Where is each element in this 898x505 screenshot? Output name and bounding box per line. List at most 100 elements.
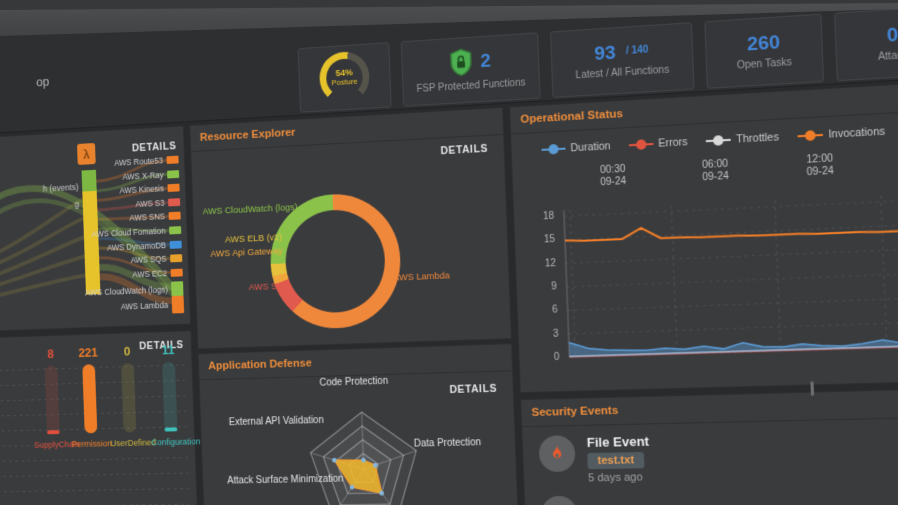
service-color-chip: [171, 295, 185, 314]
security-event-list: File Event test.txt 5 days ago: [522, 414, 898, 484]
bar-track: [44, 365, 60, 435]
resource-explorer-title: Resource Explorer: [199, 126, 296, 144]
legend-item-invocations[interactable]: Invocations: [797, 125, 885, 142]
panel-operational-status: Operational Status DETAILS DurationError…: [509, 73, 898, 394]
service-color-chip: [169, 226, 182, 235]
legend-dot: [635, 139, 647, 150]
donut-label: AWS Lambda: [392, 270, 450, 284]
y-tick-label: 15: [543, 234, 556, 246]
bar-group-permission[interactable]: 221 Permission: [68, 344, 111, 449]
operational-status-title: Operational Status: [520, 107, 624, 126]
legend-label: Duration: [570, 140, 611, 155]
aws-lambda-icon: λ: [76, 142, 96, 165]
service-label: AWS CloudWatch (logs): [84, 284, 168, 298]
kpi-card-posture[interactable]: 54% Posture: [297, 42, 392, 113]
kpi-card-fsp[interactable]: 2 FSP Protected Functions: [400, 32, 541, 107]
panel-security-events: Security Events DETAILS File Eventtest.t…: [520, 384, 898, 505]
service-list-item[interactable]: AWS EC2: [132, 267, 183, 279]
kpi-value: 260: [746, 31, 781, 56]
screen-bezel-edge: [0, 0, 898, 10]
panel-application-defense: Application Defense DETAILS Code Protect…: [197, 343, 523, 505]
application-defense-details-button[interactable]: DETAILS: [449, 382, 498, 397]
service-list-item[interactable]: AWS Lambda: [120, 295, 185, 316]
kpi-row: 54% Posture 2 FSP Protected Functions 93 / 14…: [297, 2, 898, 113]
event-text: File Event test.txt 5 days ago: [586, 434, 650, 485]
service-color-chip: [169, 240, 182, 249]
service-label: AWS SNS: [129, 211, 166, 224]
kpi-label: Latest / All Functions: [575, 64, 670, 81]
legend-dot: [804, 130, 816, 142]
service-color-chip: [166, 169, 180, 179]
grid-line: [0, 457, 188, 463]
kpi-value-row: 2: [448, 46, 491, 77]
sankey-source-label-fragment: g: [74, 199, 80, 210]
service-color-chip: [168, 197, 181, 207]
service-label: AWS EC2: [132, 268, 168, 280]
bar-group-supplychain[interactable]: 8 SupplyChain: [31, 346, 80, 449]
sankey-source-label-fragment: h (events): [42, 182, 79, 194]
panel-risk-findings: DETAILS 8 SupplyChain 221 Permission 0 UserDe…: [0, 330, 203, 505]
kpi-value-row: 260: [746, 31, 781, 56]
legend-item-errors[interactable]: Errors: [628, 136, 688, 151]
kpi-suffix: / 140: [625, 44, 649, 57]
bar-value: 0: [123, 343, 131, 359]
security-event-row-partial[interactable]: [540, 495, 579, 505]
bar-category-label: UserDefined: [110, 437, 157, 449]
shield-lock-icon: [448, 48, 473, 77]
bar-track: [82, 364, 98, 434]
kpi-card-tasks[interactable]: 260 Open Tasks: [704, 13, 825, 89]
kpi-value: 93: [593, 41, 617, 65]
legend-marker: [628, 139, 654, 150]
sankey-node-green: [81, 169, 97, 192]
donut-label: AWS CloudWatch (logs): [202, 202, 298, 218]
resource-explorer-details-button[interactable]: DETAILS: [440, 142, 489, 158]
y-tick-label: 0: [553, 351, 560, 364]
radar-axis-label: External API Validation: [228, 415, 324, 429]
legend-label: Errors: [658, 136, 688, 150]
event-file-badge[interactable]: test.txt: [587, 451, 645, 470]
legend-dot: [548, 143, 559, 155]
bar-track: [162, 361, 178, 432]
service-color-chip: [170, 268, 183, 277]
operational-line-chart: [558, 182, 898, 364]
legend-item-duration[interactable]: Duration: [541, 140, 611, 156]
service-color-chip: [168, 212, 181, 221]
service-label: AWS S3: [135, 197, 165, 209]
y-tick-label: 3: [552, 328, 559, 340]
bar-group-userdefined[interactable]: 0 UserDefined: [107, 343, 157, 449]
bar-fill: [46, 430, 60, 435]
defense-radar-chart: [285, 388, 444, 505]
bar-track: [121, 363, 137, 433]
panel-resource-explorer: Resource Explorer DETAILS AWS Lambda AWS …: [189, 106, 512, 350]
bar-value: 8: [46, 346, 54, 361]
kpi-card-attacks[interactable]: 0/ 24hrsAttacks Blocked: [834, 2, 898, 82]
security-event-row[interactable]: File Event test.txt 5 days ago: [538, 434, 650, 486]
legend-marker: [706, 135, 732, 147]
service-color-chip: [171, 281, 184, 297]
kpi-value-row: 93 / 140: [593, 41, 649, 65]
posture-gauge: 54% Posture: [318, 50, 371, 105]
kpi-card-functions[interactable]: 93 / 140 Latest / All Functions: [550, 22, 695, 98]
legend-marker: [797, 130, 824, 142]
service-color-chip: [166, 155, 179, 165]
kpi-label: FSP Protected Functions: [416, 77, 526, 95]
radar-axis-label: Data Protection: [413, 437, 482, 450]
kpi-label: Attacks Blocked: [877, 46, 898, 63]
y-tick-label: 6: [551, 304, 558, 317]
scrollbar-thumb[interactable]: [810, 381, 815, 396]
bar-group-configuration[interactable]: 11 Configuration: [148, 342, 201, 447]
nav-item-fragment[interactable]: op: [35, 74, 50, 90]
legend-label: Throttles: [735, 131, 780, 146]
radar-axis-label: Attack Surface Minimization: [227, 473, 344, 487]
service-map-details-button[interactable]: DETAILS: [131, 140, 177, 155]
service-color-chip: [167, 183, 180, 193]
y-tick-label: 18: [542, 210, 555, 223]
x-tick-label: 00:30 09-24: [599, 163, 627, 189]
legend-marker: [541, 143, 566, 155]
legend-item-throttles[interactable]: Throttles: [706, 131, 779, 147]
bar-value: 221: [78, 344, 99, 360]
service-label: AWS Lambda: [120, 300, 169, 312]
